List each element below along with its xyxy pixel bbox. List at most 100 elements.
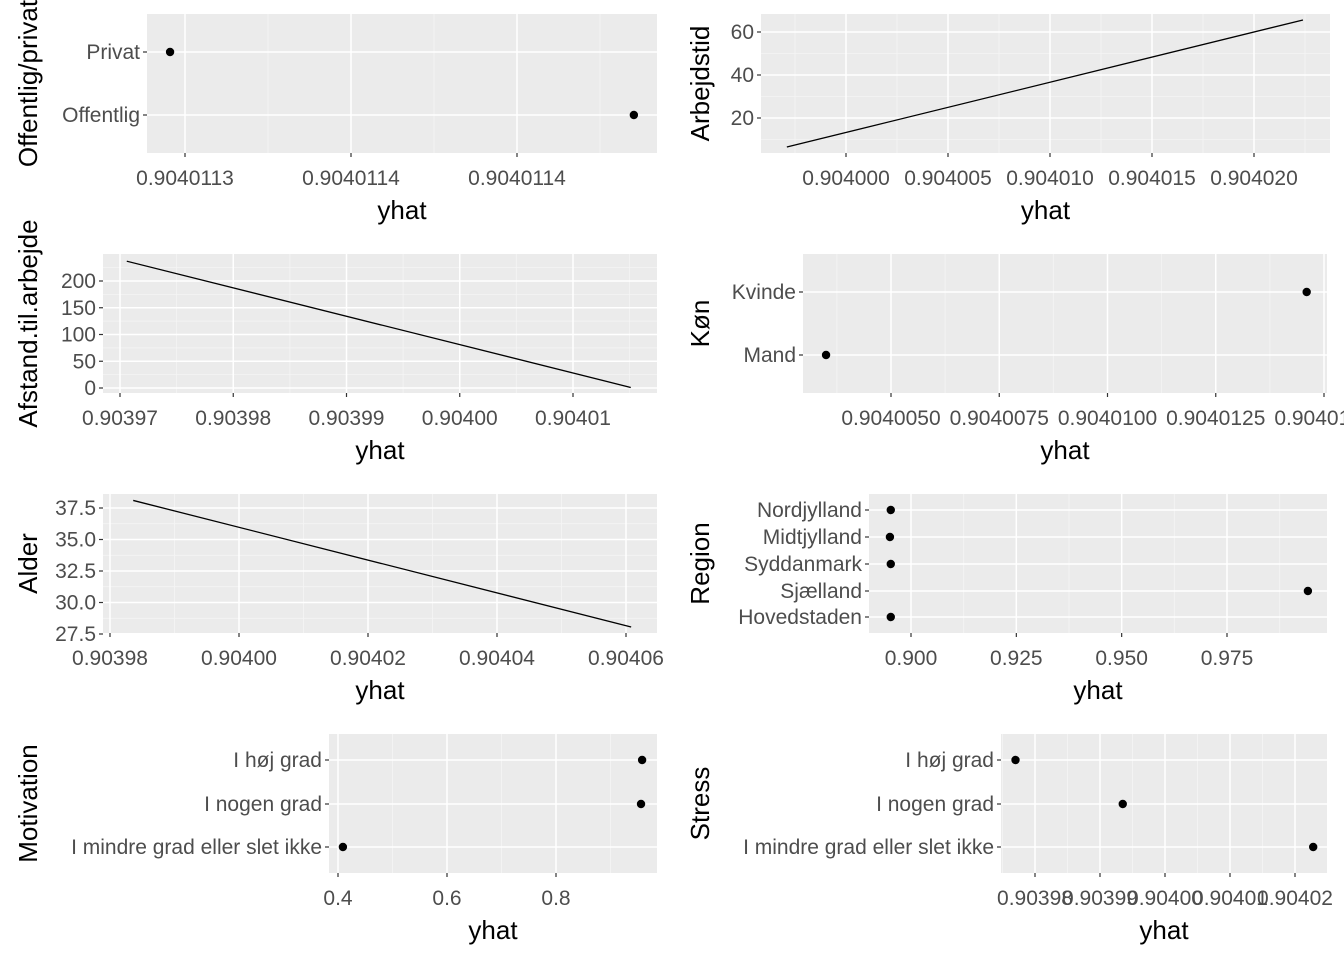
- x-tick-label: 0.90398: [72, 647, 148, 670]
- x-tick-label: 0.8: [541, 887, 570, 910]
- y-category-label: Sjælland: [780, 580, 862, 603]
- y-axis-title: Alder: [13, 533, 43, 594]
- y-category-label: Hovedstaden: [738, 606, 862, 629]
- data-point: [165, 47, 175, 57]
- y-category-label: Nordjylland: [757, 499, 862, 522]
- panel-4: Kvinde Mand 0.9040050 0.9040075 0.9040100 0.9…: [685, 254, 1344, 465]
- series-line: [133, 499, 632, 628]
- data-point: [886, 505, 895, 515]
- y-category-label: Privat: [86, 41, 140, 64]
- data-point: [1118, 799, 1127, 809]
- panel-background: [803, 254, 1327, 393]
- y-tick-label: 37.5: [55, 497, 96, 520]
- x-tick-label: 0.904015: [1108, 167, 1196, 190]
- x-tick-label: 0.904000: [802, 167, 890, 190]
- y-category-label: I mindre grad eller slet ikke: [743, 836, 994, 859]
- y-axis-title: Køn: [685, 300, 715, 348]
- x-axis-title: yhat: [355, 675, 405, 705]
- data-point: [886, 559, 895, 569]
- data-point: [1309, 842, 1318, 852]
- y-axis-title: Region: [685, 522, 715, 604]
- panel-background: [147, 14, 657, 153]
- y-category-label: Mand: [743, 344, 796, 367]
- y-tick-label: 30.0: [55, 592, 96, 615]
- y-tick-label: 150: [61, 297, 96, 320]
- x-axis-title: yhat: [1139, 915, 1189, 945]
- y-category-label: I mindre grad eller slet ikke: [71, 836, 322, 859]
- x-tick-label: 0.90406: [588, 647, 664, 670]
- data-point: [821, 350, 831, 360]
- x-tick-label: 0.9040114: [302, 167, 400, 190]
- x-axis-title: yhat: [355, 435, 405, 465]
- y-tick-label: 200: [61, 270, 96, 293]
- panel-3: 0 50 100 150 200 0.90397 0.90398 0.90399 0.90400…: [13, 219, 657, 465]
- x-axis-title: yhat: [377, 195, 427, 225]
- x-tick-label: 0.6: [432, 887, 461, 910]
- series-line: [786, 19, 1304, 148]
- x-tick-label: 0.90401: [1192, 887, 1268, 910]
- data-point: [1302, 287, 1311, 297]
- x-tick-label: 0.9040050: [841, 407, 940, 430]
- x-tick-label: 0.9040100: [1058, 407, 1157, 430]
- y-axis-title: Afstand.til.arbejde: [13, 219, 43, 427]
- data-point: [636, 799, 646, 809]
- x-tick-label: 0.90404: [459, 647, 535, 670]
- panel-7: I høj grad I nogen grad I mindre grad elle…: [13, 734, 657, 945]
- panel-background: [103, 254, 657, 393]
- data-point: [1011, 755, 1020, 765]
- panel-1: Privat Offentlig 0.9040113 0.9040114 0.90401…: [13, 0, 657, 225]
- x-tick-label: 0.90402: [1257, 887, 1333, 910]
- x-axis-title: yhat: [1073, 675, 1123, 705]
- x-tick-label: 0.90400: [201, 647, 277, 670]
- x-tick-label: 0.975: [1201, 647, 1254, 670]
- data-point: [629, 110, 639, 120]
- y-axis-title: Motivation: [13, 744, 43, 863]
- y-category-label: Kvinde: [732, 281, 796, 304]
- y-tick-label: 50: [73, 350, 96, 373]
- panel-5: 27.5 30.0 32.5 35.0 37.5 0.90398 0.90400 0.9040…: [13, 494, 664, 705]
- x-tick-label: 0.904010: [1006, 167, 1094, 190]
- data-point: [637, 755, 647, 765]
- series-line: [126, 260, 631, 389]
- x-tick-label: 0.4: [323, 887, 353, 910]
- y-tick-label: 100: [61, 324, 96, 347]
- y-tick-label: 0: [84, 377, 96, 400]
- x-tick-label: 0.90398: [997, 887, 1073, 910]
- x-tick-label: 0.950: [1095, 647, 1148, 670]
- data-point: [885, 532, 895, 542]
- y-axis-title: Arbejdstid: [685, 26, 715, 142]
- y-category-label: Syddanmark: [744, 553, 862, 576]
- panel-2: 20 40 60 0.904000 0.904005 0.904010 0.904015 0.…: [685, 14, 1330, 225]
- data-point: [338, 842, 348, 852]
- x-tick-label: 0.90398: [195, 407, 271, 430]
- y-tick-label: 35.0: [55, 529, 96, 552]
- x-tick-label: 0.9040114: [468, 167, 566, 190]
- x-axis-title: yhat: [468, 915, 518, 945]
- y-tick-label: 32.5: [55, 560, 96, 583]
- y-axis-title: Stress: [685, 767, 715, 841]
- x-axis-title: yhat: [1040, 435, 1090, 465]
- y-tick-label: 27.5: [55, 623, 96, 646]
- x-tick-label: 0.900: [885, 647, 938, 670]
- y-category-label: Midtjylland: [763, 526, 862, 549]
- x-tick-label: 0.90400: [422, 407, 498, 430]
- data-point: [1303, 586, 1313, 596]
- x-tick-label: 0.904020: [1210, 167, 1298, 190]
- x-tick-label: 0.904005: [904, 167, 992, 190]
- panel-8: I høj grad I nogen grad I mindre grad elle…: [685, 734, 1333, 945]
- y-tick-label: 60: [731, 21, 754, 44]
- x-tick-label: 0.90399: [1062, 887, 1138, 910]
- panel-6: Nordjylland Midtjylland Syddanmark Sjælland…: [685, 494, 1327, 705]
- y-category-label: I nogen grad: [876, 793, 994, 816]
- x-tick-label: 0.90402: [330, 647, 406, 670]
- y-category-label: I nogen grad: [204, 793, 322, 816]
- x-tick-label: 0.90401: [535, 407, 611, 430]
- y-category-label: Offentlig: [62, 104, 140, 127]
- y-category-label: I høj grad: [233, 749, 322, 772]
- y-category-label: I høj grad: [905, 749, 994, 772]
- x-tick-label: 0.9040075: [950, 407, 1049, 430]
- y-axis-title: Offentlig/privat: [13, 0, 43, 167]
- y-tick-label: 40: [731, 64, 754, 87]
- y-tick-label: 20: [731, 107, 754, 130]
